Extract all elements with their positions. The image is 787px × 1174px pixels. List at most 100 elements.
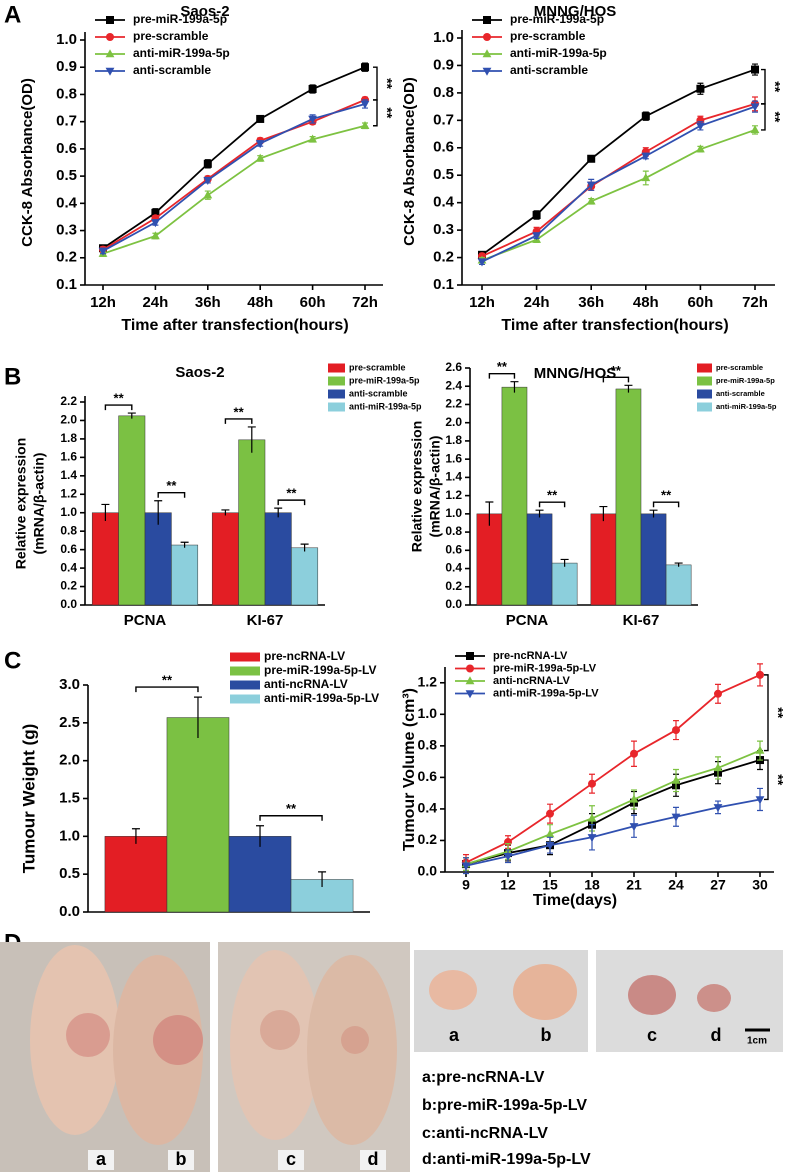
legend-label: anti-ncRNA-LV <box>493 675 570 687</box>
photo-label: d <box>368 1149 379 1169</box>
marker <box>696 144 705 153</box>
marker <box>629 794 639 803</box>
marker <box>545 841 555 850</box>
legend-label: pre-miR-199a-5p <box>349 375 420 385</box>
y-tick-label: 0.8 <box>418 737 438 753</box>
marker <box>546 809 554 818</box>
bar <box>551 562 578 606</box>
significance-label: ** <box>661 488 672 503</box>
series-line <box>481 68 756 256</box>
significance-bracket <box>488 372 516 379</box>
marker <box>360 120 370 129</box>
marker <box>672 726 680 735</box>
marker <box>630 749 638 758</box>
marker <box>106 16 114 24</box>
marker <box>713 804 723 813</box>
series-line <box>102 124 366 255</box>
legend-label: anti-miR-199a-5p <box>349 401 422 411</box>
legend-label: pre-ncRNA-LV <box>493 650 568 662</box>
legend-swatch <box>328 389 345 399</box>
x-tick-label: KI-67 <box>623 612 660 629</box>
x-tick-label: 36h <box>195 294 221 311</box>
x-tick-label: 36h <box>578 294 604 311</box>
bar <box>166 717 230 913</box>
significance-bracket <box>104 404 133 411</box>
marker <box>308 134 317 143</box>
legend-label: anti-scramble <box>133 63 211 77</box>
y-tick-label: 0.4 <box>56 194 78 211</box>
photo-tumours-cd: c d 1cm <box>596 950 783 1052</box>
marker <box>641 152 651 161</box>
legend-label: pre-scramble <box>133 29 209 43</box>
y-tick-label: 2.6 <box>445 360 462 374</box>
marker <box>756 670 764 679</box>
photo-key: a:pre-ncRNA-LV <box>422 1069 545 1086</box>
photo-tumours-ab: a b <box>414 950 588 1052</box>
photo-label: b <box>176 1149 187 1169</box>
y-tick-label: 1.0 <box>433 29 454 46</box>
bar <box>238 439 266 606</box>
y-tick-label: 0.0 <box>60 597 77 611</box>
significance-bracket <box>157 492 186 498</box>
marker <box>586 181 596 190</box>
significance-label: ** <box>547 488 558 503</box>
marker <box>545 829 555 838</box>
y-tick-label: 2.2 <box>445 397 462 411</box>
y-axis-label: Tumour Weight (g) <box>19 724 38 874</box>
error-bar <box>624 384 633 393</box>
y-tick-label: 2.0 <box>445 415 462 429</box>
x-tick-label: 18 <box>584 877 600 893</box>
marker <box>461 862 471 871</box>
photo-label: a <box>96 1149 107 1169</box>
y-tick-label: 0.2 <box>445 579 462 593</box>
significance-label: ** <box>770 707 786 718</box>
significance-bracket <box>652 501 680 508</box>
y-axis-label: Tumour Volume (cm³) <box>401 688 418 851</box>
error-bar <box>674 562 683 567</box>
tumour <box>66 1013 110 1057</box>
x-tick-label: 24h <box>524 294 550 311</box>
y-tick-label: 0.8 <box>56 85 77 102</box>
x-tick-label: 27 <box>710 877 726 893</box>
series-line <box>481 103 756 258</box>
error-bar <box>131 828 140 844</box>
marker <box>641 112 650 121</box>
photo-mice-cd: c d <box>218 942 410 1172</box>
y-axis-label: (mRNA/β-actin) <box>427 436 443 538</box>
marker <box>696 122 705 131</box>
bar <box>291 547 319 606</box>
x-tick-label: 60h <box>300 294 326 311</box>
bar <box>91 512 119 606</box>
x-tick-label: PCNA <box>506 612 549 629</box>
label-box <box>168 1150 194 1170</box>
bar <box>665 564 692 606</box>
significance-bracket <box>224 418 253 424</box>
series-line <box>465 749 761 865</box>
marker <box>503 853 513 862</box>
significance-label: ** <box>379 78 395 89</box>
y-tick-label: 2.4 <box>445 378 462 392</box>
marker <box>587 813 597 822</box>
y-tick-label: 1.6 <box>445 451 462 465</box>
tumour <box>260 1010 300 1050</box>
y-tick-label: 1.0 <box>59 827 80 844</box>
y-tick-label: 1.8 <box>60 431 77 445</box>
marker <box>360 100 370 109</box>
marker <box>308 115 317 124</box>
legend-label: anti-miR-199a-5p-LV <box>264 691 379 705</box>
marker <box>465 690 475 699</box>
marker <box>256 114 265 123</box>
x-tick-label: 24 <box>668 877 684 893</box>
significance-label: ** <box>234 404 245 419</box>
y-tick-label: 0.6 <box>445 542 462 556</box>
x-tick-label: 72h <box>352 294 378 311</box>
marker <box>755 796 765 805</box>
marker <box>466 664 474 673</box>
y-tick-label: 1.4 <box>445 470 462 484</box>
legend-label: pre-scramble <box>349 362 406 372</box>
marker <box>483 33 491 41</box>
significance-label: ** <box>286 486 297 501</box>
bar <box>144 512 172 606</box>
x-tick-label: 21 <box>626 877 642 893</box>
bar <box>211 512 239 606</box>
